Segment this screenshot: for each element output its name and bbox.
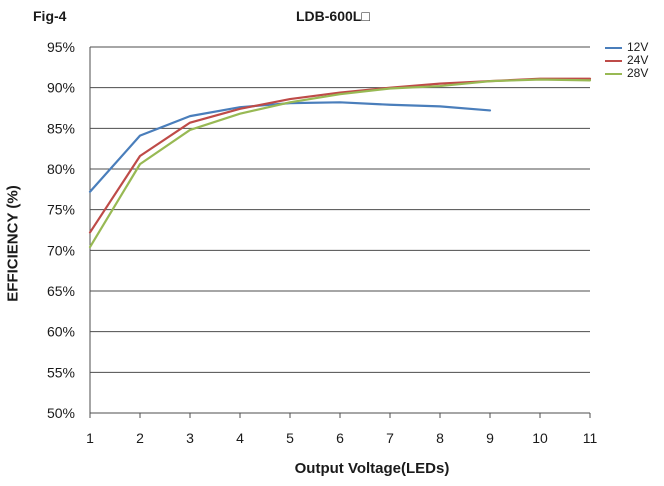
y-tick-label: 70% [47, 242, 75, 258]
y-tick-label: 65% [47, 283, 75, 299]
legend-swatch-12v [605, 46, 622, 49]
legend-swatch-28v [605, 72, 622, 75]
y-tick-label: 55% [47, 364, 75, 380]
x-tick-label: 9 [486, 430, 494, 446]
y-tick-label: 80% [47, 161, 75, 177]
series-line-28v [88, 78, 592, 249]
x-tick-label: 3 [186, 430, 194, 446]
legend-swatch-24v [605, 59, 622, 62]
x-axis-label: Output Voltage(LEDs) [294, 460, 450, 477]
legend: 12V 24V 28V [605, 40, 649, 80]
x-tick-label: 2 [136, 430, 144, 446]
x-tick-label: 11 [583, 430, 598, 446]
x-tick-label: 7 [386, 430, 394, 446]
y-tick-label: 85% [47, 120, 75, 136]
legend-item-28v: 28V [605, 66, 649, 80]
legend-item-24v: 24V [605, 53, 649, 67]
legend-label-12v: 12V [627, 40, 649, 54]
y-tick-label: 60% [47, 324, 75, 340]
series-line-12v [88, 101, 492, 193]
y-tick-label: 50% [47, 405, 75, 421]
y-tick-label: 75% [47, 202, 75, 218]
legend-label-24v: 24V [627, 53, 649, 67]
x-tick-label: 5 [286, 430, 294, 446]
y-tick-label: 90% [47, 80, 75, 96]
x-tick-label: 10 [532, 430, 548, 446]
legend-label-28v: 28V [627, 66, 649, 80]
chart-title: LDB-600L□ [296, 8, 370, 24]
x-tick-label: 6 [336, 430, 344, 446]
figure-label: Fig-4 [33, 8, 67, 24]
x-tick-label: 4 [236, 430, 244, 446]
x-tick-label: 1 [86, 430, 94, 446]
y-axis-label: EFFICIENCY (%) [4, 185, 22, 302]
legend-item-12v: 12V [605, 40, 649, 54]
x-tick-label: 8 [436, 430, 444, 446]
y-tick-label: 95% [47, 39, 75, 55]
